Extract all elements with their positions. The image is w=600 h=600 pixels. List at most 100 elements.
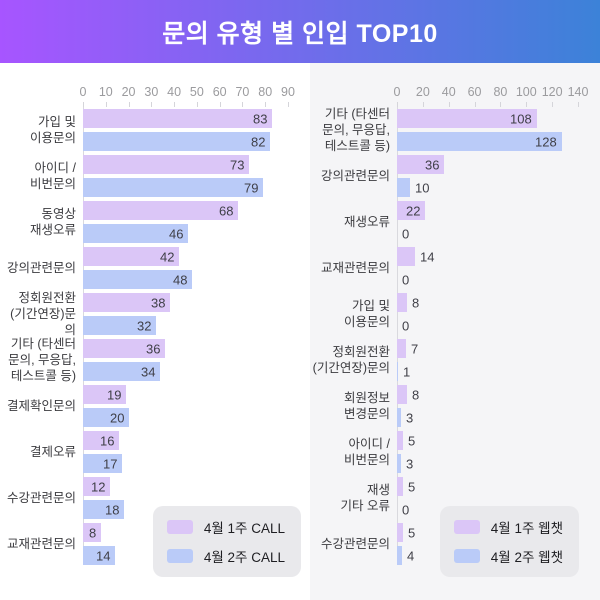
- chart-row: 가입 및 이용문의 83 82: [0, 107, 310, 153]
- bar: [83, 339, 165, 358]
- axis-tick-label: 100: [515, 85, 537, 99]
- axis-tick-label: 0: [79, 85, 87, 99]
- axis-tick-mark: [448, 102, 450, 107]
- bar-track: 20: [83, 408, 288, 427]
- chart-row: 재생 기타 오류 5 0: [310, 475, 600, 521]
- category-label: 동영상 재생오류: [29, 206, 76, 237]
- bar: [83, 385, 127, 404]
- bar-track: 14: [83, 546, 288, 565]
- bar-value-label: 3: [406, 410, 414, 425]
- axis-tick-label: 60: [212, 85, 227, 99]
- chart-row: 재생오류 22 0: [310, 199, 600, 245]
- category-label: 교재관련문의: [320, 260, 390, 275]
- bar-group: 83 82: [83, 109, 288, 151]
- bar-value-label: 19: [107, 387, 122, 402]
- chart-row: 교재관련문의 8 14: [0, 521, 310, 567]
- bar-value-label: 36: [425, 157, 440, 172]
- bar-value-label: 38: [151, 295, 166, 310]
- bar-value-label: 128: [535, 134, 557, 149]
- bar-track: 108: [397, 109, 578, 128]
- category-label: 재생 기타 오류: [340, 482, 390, 513]
- chart-row: 강의관련문의 36 10: [310, 153, 600, 199]
- call-legend: 4월 1주 CALL 4월 2주 CALL: [152, 506, 301, 577]
- bar-value-label: 20: [110, 410, 125, 425]
- bar: [83, 546, 115, 565]
- bar-track: 46: [83, 224, 288, 243]
- bar-track: 42: [83, 247, 288, 266]
- bar-value-label: 0: [402, 502, 410, 517]
- bar-track: 0: [397, 270, 578, 289]
- bar: [83, 477, 111, 496]
- call-chart-panel: 0 10 20 30 40 50 60 70 80 90 가입 및 이용문의 83 82 아이디 / 비번…: [0, 63, 310, 600]
- chart-row: 수강관련문의 12 18: [0, 475, 310, 521]
- axis-tick-label: 20: [415, 85, 430, 99]
- axis-tick-mark: [265, 102, 267, 107]
- chart-row: 수강관련문의 5 4: [310, 521, 600, 567]
- bar-track: 5: [397, 431, 578, 450]
- bar-value-label: 8: [412, 387, 420, 402]
- bar-value-label: 7: [411, 341, 419, 356]
- bar-value-label: 22: [406, 203, 421, 218]
- bar-track: 36: [397, 155, 578, 174]
- bar-track: 48: [83, 270, 288, 289]
- bar-track: 14: [397, 247, 578, 266]
- axis-tick-label: 80: [493, 85, 508, 99]
- bar-value-label: 42: [160, 249, 175, 264]
- axis-tick-label: 70: [235, 85, 250, 99]
- bar-track: 18: [83, 500, 288, 519]
- category-label: 아이디 / 비번문의: [343, 436, 390, 467]
- chart-row: 결제오류 16 17: [0, 429, 310, 475]
- bar-track: 4: [397, 546, 578, 565]
- bar-value-label: 48: [173, 272, 188, 287]
- axis-tick-label: 90: [281, 85, 295, 99]
- axis-tick-mark: [500, 102, 502, 107]
- axis-tick-label: 40: [167, 85, 182, 99]
- bar: [397, 546, 403, 565]
- axis-baseline: [397, 107, 398, 561]
- bar-track: 83: [83, 109, 288, 128]
- bar-group: 14 0: [397, 247, 578, 289]
- axis-tick-mark: [422, 102, 424, 107]
- week1-webchat-swatch: [453, 520, 480, 534]
- bar: [397, 155, 444, 174]
- bar-value-label: 8: [412, 295, 420, 310]
- bar-value-label: 0: [402, 318, 410, 333]
- bar-value-label: 34: [141, 364, 156, 379]
- bar-track: 128: [397, 132, 578, 151]
- axis-tick-mark: [128, 102, 130, 107]
- call-chart: 0 10 20 30 40 50 60 70 80 90 가입 및 이용문의 83 82 아이디 / 비번…: [0, 85, 310, 567]
- axis-tick-label: 20: [121, 85, 136, 99]
- bar-track: 38: [83, 293, 288, 312]
- category-label: 수강관련문의: [6, 490, 76, 505]
- bar-value-label: 10: [415, 180, 430, 195]
- category-label: 기타 (타센터 문의, 무응답, 테스트콜 등): [8, 336, 76, 384]
- bar-value-label: 79: [244, 180, 259, 195]
- axis-tick-mark: [242, 102, 244, 107]
- bar-group: 68 46: [83, 201, 288, 243]
- bar-track: 36: [83, 339, 288, 358]
- charts-container: 0 10 20 30 40 50 60 70 80 90 가입 및 이용문의 83 82 아이디 / 비번…: [0, 63, 600, 600]
- bar-value-label: 0: [402, 226, 410, 241]
- bar: [397, 109, 537, 128]
- bar-track: 10: [397, 178, 578, 197]
- chart-row: 아이디 / 비번문의 5 3: [310, 429, 600, 475]
- axis-tick-mark: [151, 102, 153, 107]
- category-label: 정회원전환 (기간연장)문의: [10, 290, 76, 338]
- bar-track: 22: [397, 201, 578, 220]
- axis-tick-label: 140: [567, 85, 589, 99]
- bar-value-label: 4: [407, 548, 415, 563]
- bar: [83, 362, 161, 381]
- bar-value-label: 32: [137, 318, 152, 333]
- bar: [83, 316, 156, 335]
- chart-row: 아이디 / 비번문의 73 79: [0, 153, 310, 199]
- bar: [397, 408, 401, 427]
- bar-track: 8: [397, 385, 578, 404]
- legend-item-week1-webchat: 4월 1주 웹챗: [453, 517, 563, 537]
- bar: [83, 408, 129, 427]
- axis-tick-label: 40: [441, 85, 456, 99]
- bar-value-label: 73: [230, 157, 245, 172]
- category-label: 기타 (타센터 문의, 무응답, 테스트콜 등): [322, 106, 390, 154]
